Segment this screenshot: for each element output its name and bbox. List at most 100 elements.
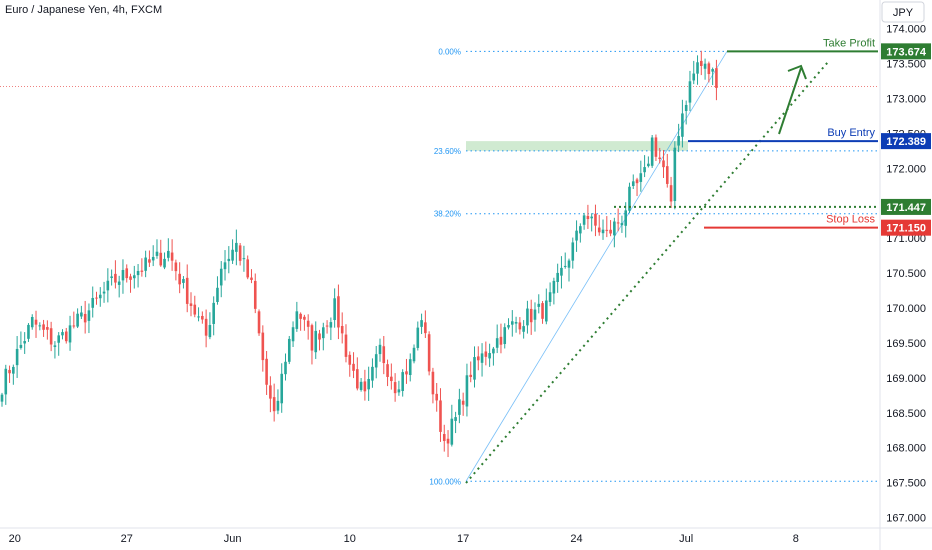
candle-body [454,417,457,421]
candle-body [635,179,639,184]
candle-body [325,325,329,327]
candle-body [594,213,597,226]
arrow-head [787,64,807,80]
candle-body [382,346,386,364]
candle-body [473,357,476,380]
candle-body [408,359,412,376]
candle-body [182,279,185,283]
candle-body [8,369,11,374]
candle-body [76,313,79,327]
candle-body [605,229,609,231]
candle-body [250,277,253,280]
candle-body [314,330,318,353]
candle-body [401,372,404,391]
candle-body [15,348,19,366]
candle-body [654,137,658,157]
candle-body [579,226,582,234]
candle-body [64,331,68,342]
candle-body [647,163,650,167]
projection-arrow [778,67,802,135]
candle-body [590,216,593,219]
entry-zone [466,141,688,151]
candle-body [601,229,605,234]
fib-label: 0.00% [438,47,461,56]
fib-label: 100.00% [429,477,461,486]
y-tick-label: 169.000 [886,373,926,385]
candle-body [185,277,189,304]
candle-body [390,376,393,382]
candle-body [280,373,284,404]
candle-body [167,250,170,258]
candle-body [333,298,336,321]
candle-body [19,344,23,348]
candle-body [541,303,544,319]
candle-body [696,62,699,74]
candle-body [616,222,620,224]
candle-body [299,313,302,319]
x-tick-label: 24 [570,533,582,545]
y-tick-label: 168.000 [886,443,926,455]
price-badge [881,133,931,150]
candle-body [114,273,117,283]
candle-body [537,303,541,307]
y-tick-label: 172.000 [886,163,926,175]
candle-body [23,341,26,344]
level-label: Take Profit [823,37,875,49]
candle-body [329,322,333,328]
candle-body [484,351,488,357]
candle-body [514,322,518,324]
fib-label: 23.60% [434,147,461,156]
currency-label: JPY [893,7,914,19]
candle-body [488,353,491,359]
candle-body [276,400,280,411]
candle-body [700,60,703,66]
y-tick-label: 167.000 [886,513,926,525]
candle-body [125,268,129,279]
candle-body [253,280,257,309]
candle-body [136,270,140,276]
candle-body [318,333,321,340]
x-tick-label: 17 [457,533,469,545]
candle-body [669,185,673,202]
candle-body [174,262,178,272]
chart-title: Euro / Japanese Yen, 4h, FXCM [5,4,163,16]
candle-body [378,344,382,355]
candle-body [416,327,420,348]
fib-label: 38.20% [434,210,461,219]
price-badge [881,219,931,236]
candle-body [306,320,310,327]
candle-body [155,251,159,256]
candle-body [310,325,314,351]
candle-body [707,63,711,75]
candle-body [624,210,627,226]
y-tick-label: 171.000 [886,233,926,245]
candle-body [405,371,408,375]
candle-body [575,230,578,241]
candle-body [465,375,469,407]
candle-body [227,258,231,262]
candle-body [499,336,503,345]
price-badge-label: 173.674 [886,46,927,58]
candle-body [673,147,677,201]
x-tick-label: 20 [9,533,21,545]
candle-body [72,325,76,327]
candle-body [688,81,692,103]
price-badge-label: 172.389 [886,136,926,148]
candle-body [665,166,669,184]
candle-body [374,354,378,368]
y-tick-label: 173.500 [886,59,926,71]
y-tick-label: 167.500 [886,478,926,490]
candle-body [159,252,163,266]
candle-body [692,73,696,81]
candle-body [110,276,113,279]
trendline [465,61,829,484]
candle-body [61,332,64,336]
candle-body [609,229,612,234]
candle-body [571,242,575,261]
price-badge-label: 171.150 [886,223,926,235]
candle-body [242,258,246,260]
candle-body [303,316,306,320]
candle-body [291,327,295,342]
candle-body [102,291,106,294]
candle-body [446,438,450,444]
